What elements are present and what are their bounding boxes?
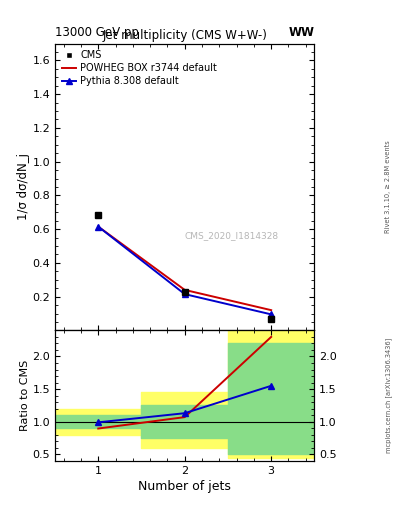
Text: Rivet 3.1.10, ≥ 2.8M events: Rivet 3.1.10, ≥ 2.8M events [0, 511, 1, 512]
Y-axis label: 1/σ dσ/dN_j: 1/σ dσ/dN_j [17, 154, 29, 221]
Text: Rivet 3.1.10, ≥ 2.8M events: Rivet 3.1.10, ≥ 2.8M events [385, 141, 391, 233]
X-axis label: Number of jets: Number of jets [138, 480, 231, 493]
Text: mcplots.cern.ch [arXiv:1306.3436]: mcplots.cern.ch [arXiv:1306.3436] [385, 338, 392, 453]
Text: CMS_2020_I1814328: CMS_2020_I1814328 [185, 231, 279, 241]
Title: Jet multiplicity (CMS W+W-): Jet multiplicity (CMS W+W-) [102, 29, 267, 42]
Legend: CMS, POWHEG BOX r3744 default, Pythia 8.308 default: CMS, POWHEG BOX r3744 default, Pythia 8.… [58, 47, 221, 90]
Text: WW: WW [288, 27, 314, 39]
Text: 13000 GeV pp: 13000 GeV pp [55, 27, 139, 39]
Text: mcplots.cern.ch [arXiv:1306.3436]: mcplots.cern.ch [arXiv:1306.3436] [0, 511, 1, 512]
Y-axis label: Ratio to CMS: Ratio to CMS [20, 360, 29, 431]
